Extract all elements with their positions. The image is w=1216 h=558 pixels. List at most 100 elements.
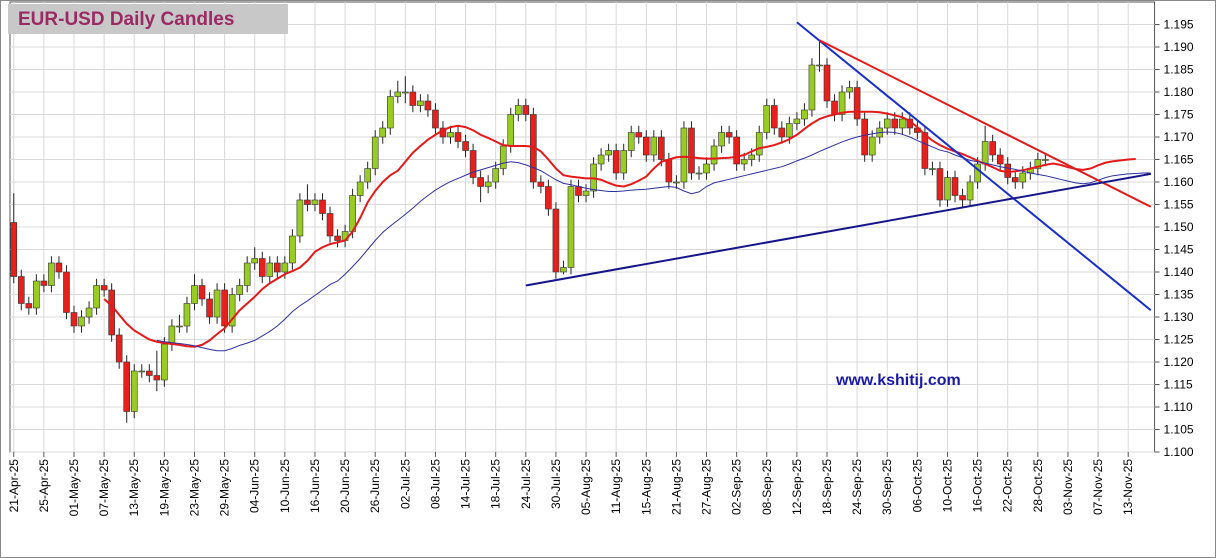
moving-average-line (103, 110, 1136, 348)
candle-body (296, 199, 304, 237)
candle-body (63, 271, 70, 313)
candle-body (1034, 159, 1042, 169)
candle-body (1042, 159, 1049, 161)
candle-body (778, 127, 786, 138)
x-tick-label: 30-Sep-25 (880, 459, 894, 515)
x-tick-label: 30-Jul-25 (549, 459, 563, 509)
candle-body (394, 91, 402, 97)
candle-body (228, 294, 236, 327)
y-tick-label: 1.100 (1164, 445, 1194, 459)
watermark: www.kshitij.com (835, 372, 961, 389)
candle-body (838, 91, 846, 115)
candle-body (755, 132, 763, 156)
candle-body (710, 145, 718, 165)
y-tick-label: 1.140 (1164, 265, 1194, 279)
candle-body (93, 285, 100, 309)
candle-body (996, 154, 1004, 165)
candle-body (567, 186, 575, 268)
candle-body (522, 105, 530, 115)
candle-body (936, 168, 944, 201)
y-tick-label: 1.160 (1164, 175, 1194, 189)
candle-body (386, 96, 394, 129)
x-tick-label: 27-Aug-25 (700, 459, 714, 515)
y-tick-label: 1.155 (1164, 198, 1194, 212)
candle-body (861, 118, 868, 156)
candle-body (55, 262, 63, 273)
candle-body (289, 235, 296, 264)
candle-body (801, 109, 808, 120)
candle-body (868, 136, 876, 156)
trendline (819, 39, 1152, 208)
candle-body (319, 199, 326, 214)
candle-body (846, 87, 853, 93)
candle-body (959, 195, 966, 201)
x-tick-label: 21-Aug-25 (669, 459, 683, 515)
x-tick-label: 08-Sep-25 (760, 459, 774, 515)
candle-body (883, 118, 891, 129)
candle-body (123, 361, 131, 412)
candle-body (206, 298, 213, 318)
candle-body (33, 280, 40, 309)
x-tick-label: 24-Sep-25 (850, 459, 864, 515)
candle-body (115, 334, 123, 363)
candle-body (620, 150, 627, 174)
x-tick-label: 10-Jun-25 (278, 459, 292, 513)
candle-body (944, 177, 951, 201)
candle-body (10, 222, 18, 277)
candle-body (899, 118, 906, 129)
x-tick-label: 05-Aug-25 (579, 459, 593, 515)
x-tick-label: 13-May-25 (127, 459, 141, 517)
candle-body (221, 289, 228, 327)
candle-body (770, 105, 778, 129)
candle-body (304, 199, 311, 205)
candle-body (514, 105, 522, 115)
candle-body (951, 177, 959, 196)
x-tick-label: 25-Apr-25 (37, 459, 51, 513)
x-tick-label: 16-Jun-25 (308, 459, 322, 513)
candle-body (612, 150, 620, 174)
candle-body (236, 285, 243, 295)
candle-body (537, 181, 545, 187)
x-tick-label: 28-Oct-25 (1031, 459, 1045, 513)
candle-body (70, 312, 78, 327)
candle-body (454, 132, 462, 142)
x-tick-label: 18-Sep-25 (820, 459, 834, 515)
y-tick-label: 1.145 (1164, 243, 1194, 257)
candle-body (763, 105, 771, 133)
chart-title: EUR-USD Daily Candles (18, 9, 234, 30)
candle-body (582, 190, 590, 196)
candle-body (545, 186, 552, 210)
candle-body (680, 127, 688, 183)
candle-body (718, 132, 725, 147)
x-tick-label: 18-Jul-25 (489, 459, 503, 509)
moving-average-line (156, 131, 1151, 352)
candle-body (665, 159, 673, 183)
candle-body (447, 132, 454, 138)
candle-body (462, 141, 469, 151)
candle-body (379, 127, 387, 138)
y-tick-label: 1.150 (1164, 220, 1194, 234)
candle-body (432, 109, 439, 129)
x-tick-label: 16-Oct-25 (971, 459, 985, 513)
candle-body (921, 132, 929, 169)
candle-body (417, 100, 424, 106)
candle-body (748, 154, 756, 160)
candle-body (402, 91, 409, 94)
candle-body (364, 168, 371, 183)
candle-body (266, 262, 274, 277)
candle-body (424, 100, 432, 111)
candle-body (176, 325, 183, 328)
candle-body (808, 64, 816, 111)
y-tick-label: 1.170 (1164, 130, 1194, 144)
candle-body (688, 127, 695, 174)
candle-body (966, 181, 974, 201)
x-tick-label: 13-Nov-25 (1121, 459, 1135, 515)
x-tick-label: 10-Oct-25 (940, 459, 954, 513)
candle-body (673, 181, 680, 184)
candle-body (891, 118, 899, 129)
candle-body (311, 199, 319, 205)
y-tick-label: 1.165 (1164, 153, 1194, 167)
candle-body (627, 132, 635, 151)
candle-body (484, 181, 492, 187)
